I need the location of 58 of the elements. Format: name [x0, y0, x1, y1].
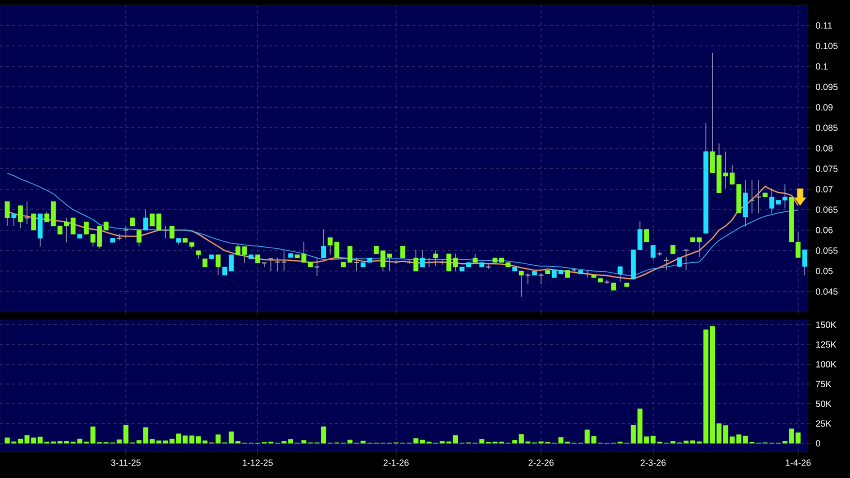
y-tick-label: 25K — [816, 420, 832, 427]
x-tick-label: 2-2-26 — [528, 460, 554, 466]
y-tick-label: 0.055 — [816, 247, 838, 254]
y-tick-label: 100K — [816, 361, 836, 368]
candlestick — [274, 257, 280, 272]
candlestick — [4, 201, 10, 226]
y-tick-label: 0 — [816, 440, 820, 446]
candlestick — [749, 180, 755, 214]
candlestick — [433, 250, 438, 266]
candlestick — [413, 249, 418, 272]
candlestick — [538, 272, 544, 285]
y-tick-label: 0.06 — [816, 226, 833, 234]
candlestick — [170, 226, 174, 239]
candlestick — [11, 213, 16, 226]
y-tick-label: 0.11 — [816, 22, 832, 29]
candlestick — [618, 266, 623, 282]
y-tick-label: 0.105 — [816, 42, 838, 50]
y-tick-label: 0.065 — [816, 206, 838, 213]
candlestick — [426, 258, 432, 268]
y-tick-label: 0.05 — [816, 268, 833, 274]
candlestick — [518, 270, 524, 298]
y-tick-label: 125K — [816, 341, 836, 348]
candlestick — [677, 257, 682, 268]
x-tick-label: 2-3-26 — [640, 460, 666, 466]
y-tick-label: 0.1 — [816, 63, 828, 70]
y-tick-label: 75K — [816, 380, 832, 388]
candlestick — [644, 228, 649, 242]
y-tick-label: 150K — [816, 322, 836, 328]
y-tick-label: 50K — [816, 400, 832, 407]
candlestick — [802, 249, 808, 276]
candlestick — [24, 201, 30, 224]
x-tick-label: 1-12-25 — [242, 460, 273, 466]
y-tick-label: 0.045 — [816, 288, 838, 295]
candlestick — [354, 257, 360, 272]
candlestick — [525, 272, 531, 285]
candlestick — [571, 267, 577, 272]
candlestick — [650, 244, 656, 261]
candlestick — [314, 257, 320, 276]
candlestick — [321, 228, 326, 258]
candlestick — [136, 230, 142, 247]
candlestick — [683, 250, 689, 271]
y-tick-label: 0.08 — [816, 145, 833, 152]
y-tick-label: 0.07 — [816, 186, 833, 192]
candlestick — [18, 205, 23, 228]
y-tick-label: 0.095 — [816, 84, 838, 90]
candlestick — [268, 258, 274, 272]
x-tick-label: 2-1-26 — [384, 460, 409, 466]
candlestick — [420, 249, 425, 268]
x-tick-label: 1-4-26 — [786, 460, 811, 466]
x-tick-label: 3-11-25 — [111, 460, 141, 466]
y-tick-label: 0.085 — [816, 124, 838, 131]
candlestick — [31, 213, 36, 230]
candlestick — [400, 246, 406, 258]
y-tick-label: 0.075 — [816, 166, 838, 172]
candlestick — [216, 254, 221, 276]
candlestick — [604, 280, 610, 285]
candlestick — [143, 209, 148, 230]
y-tick-label: 0.09 — [816, 104, 833, 111]
